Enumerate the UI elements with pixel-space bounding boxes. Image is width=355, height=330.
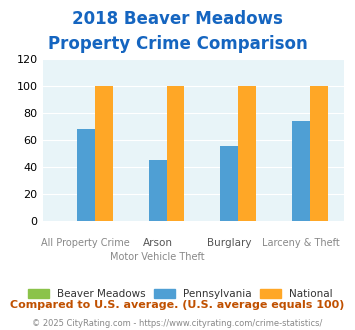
Text: Motor Vehicle Theft: Motor Vehicle Theft xyxy=(110,252,205,262)
Bar xyxy=(220,146,238,221)
Text: All Property Crime: All Property Crime xyxy=(41,238,130,248)
Text: 2018 Beaver Meadows: 2018 Beaver Meadows xyxy=(72,10,283,28)
Text: Burglary: Burglary xyxy=(207,238,252,248)
Text: Property Crime Comparison: Property Crime Comparison xyxy=(48,35,307,53)
Legend: Beaver Meadows, Pennsylvania, National: Beaver Meadows, Pennsylvania, National xyxy=(24,285,337,303)
Bar xyxy=(149,160,166,221)
Bar xyxy=(166,86,185,221)
Bar xyxy=(310,86,328,221)
Text: Arson: Arson xyxy=(143,238,173,248)
Text: Compared to U.S. average. (U.S. average equals 100): Compared to U.S. average. (U.S. average … xyxy=(10,300,345,310)
Bar xyxy=(95,86,113,221)
Text: © 2025 CityRating.com - https://www.cityrating.com/crime-statistics/: © 2025 CityRating.com - https://www.city… xyxy=(32,319,323,328)
Bar xyxy=(77,129,95,221)
Bar xyxy=(292,121,310,221)
Bar xyxy=(238,86,256,221)
Text: Larceny & Theft: Larceny & Theft xyxy=(262,238,340,248)
